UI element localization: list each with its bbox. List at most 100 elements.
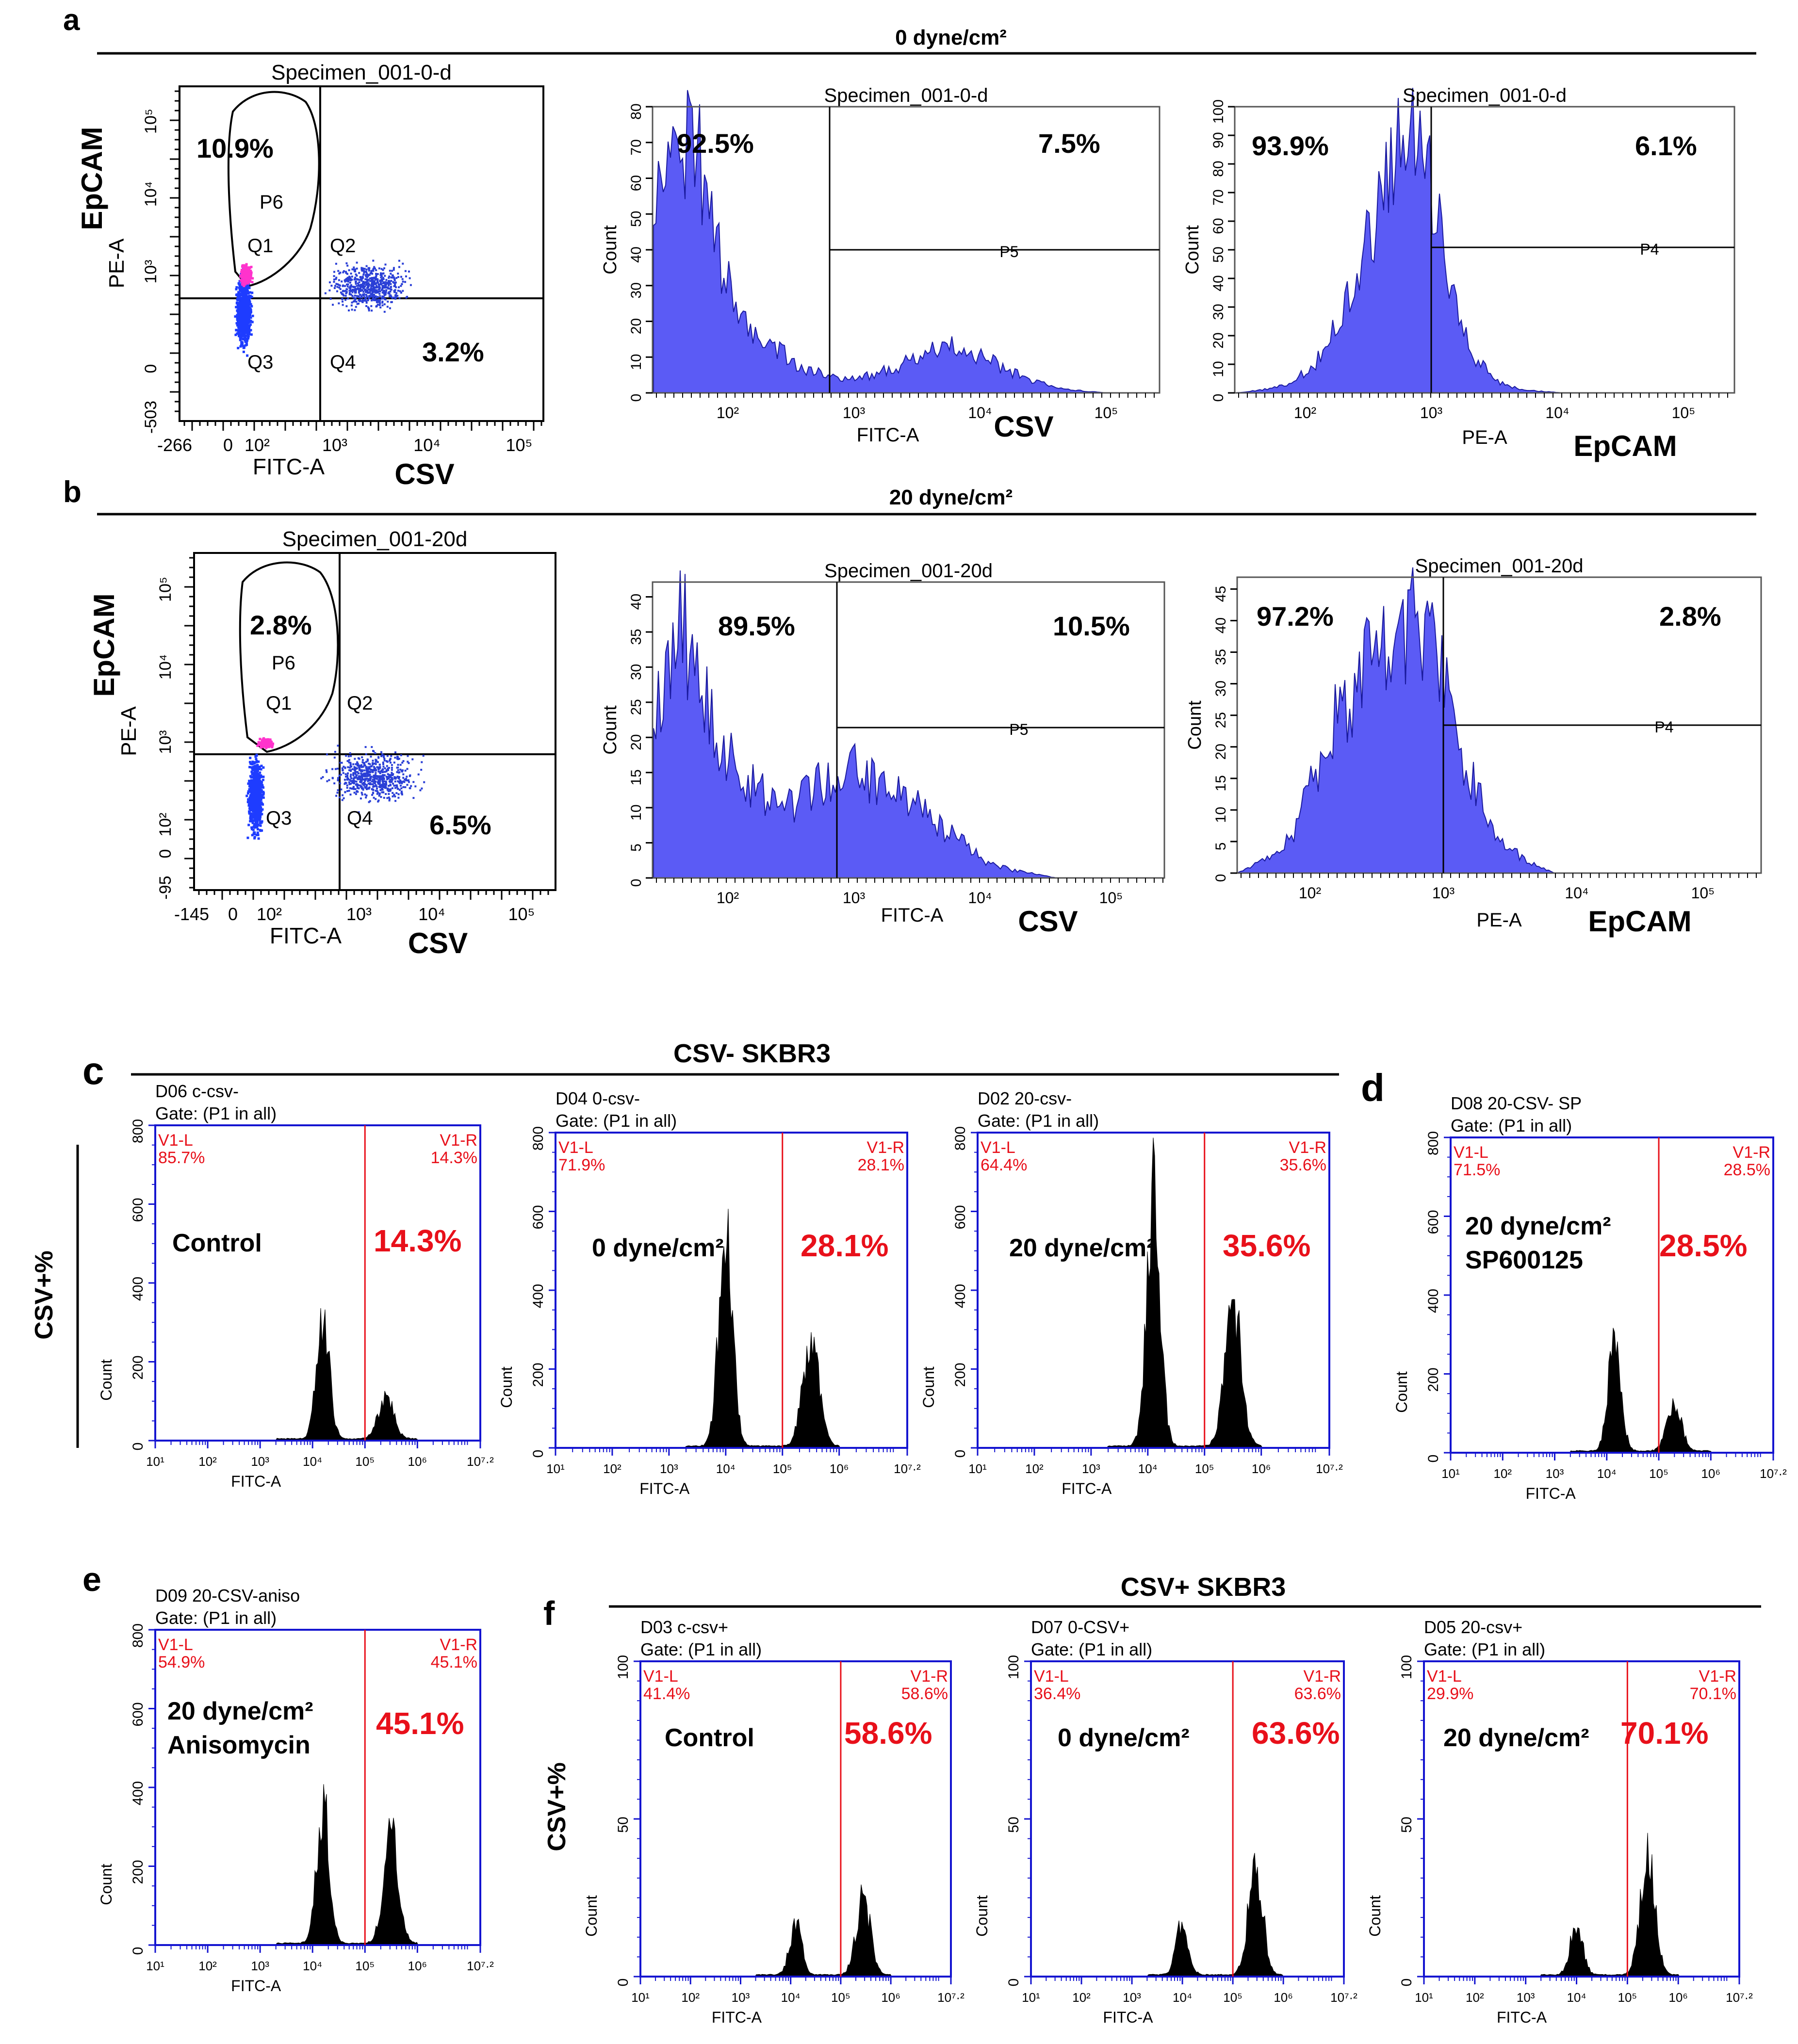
panel-a-dot-dot [370, 289, 372, 291]
panel-a-dot-dot [376, 273, 379, 275]
panel-b-dot-dot [375, 784, 377, 786]
panel-b-dot-x-tick-label: 10² [257, 904, 282, 924]
accuri-hist-d-4-condition-line: SP600125 [1465, 1246, 1583, 1274]
panel-a-dot-dot [377, 288, 380, 291]
panel-a-dot-dot [247, 266, 250, 269]
panel-a-dot-dot [245, 263, 248, 266]
accuri-hist-f-6-gate-text: Gate: (P1 in all) [640, 1639, 762, 1659]
panel-a-dot-dot [393, 296, 395, 299]
accuri-hist-d-4-title: D08 20-CSV- SP [1451, 1093, 1582, 1113]
accuri-hist-f-6-x-tick-label: 10² [681, 1990, 700, 2005]
panel-a-dot-dot [240, 312, 243, 315]
panel-b-dot-dot [251, 822, 254, 825]
panel-a-dot-dot [244, 288, 246, 291]
panel-a-dot-dot [346, 283, 348, 286]
panel-a-epcam-hist-y-tick-label: 50 [1210, 246, 1226, 262]
panel-a-dot-dot [354, 309, 356, 311]
panel-a-dot-dot [347, 297, 349, 300]
panel-b-dot-dot [387, 789, 390, 792]
panel-b-dot-dot [259, 817, 262, 820]
panel-b-dot-dot [406, 768, 409, 770]
panel-b-dot-dot [383, 796, 385, 799]
panel-b-dot-dot [376, 787, 378, 790]
accuri-hist-f-8-x-tick-label: 10⁷·² [1726, 1990, 1753, 2005]
panel-b-dot-dot [252, 816, 255, 819]
panel-a-dot-dot [246, 315, 249, 318]
accuri-hist-c-3-big-percent: 35.6% [1223, 1228, 1310, 1263]
accuri-hist-f-8-x-tick-label: 10⁴ [1567, 1990, 1586, 2005]
panel-b-dot-dot [393, 784, 395, 787]
panel-b-dot-dot [257, 741, 260, 744]
panel-b-dot-dot [259, 738, 262, 740]
panel-b-dot-dot [255, 769, 258, 772]
panel-b-condition: 20 dyne/cm² [889, 486, 1013, 509]
panel-a-dot-dot [369, 280, 371, 282]
panel-a-dot-dot [376, 280, 379, 282]
panel-a-dot-dot [344, 294, 347, 297]
panel-a-dot-dot [347, 280, 349, 283]
panel-b-dot-dot [385, 785, 387, 788]
panel-a-dot-dot [351, 291, 354, 293]
panel-a-dot-dot [350, 279, 352, 281]
panel-b-dot-dot [372, 776, 375, 779]
panel-a-dot-dot [371, 285, 373, 287]
panel-b-dot-dot [259, 822, 262, 825]
panel-b-dot-dot [388, 793, 390, 795]
panel-a-dot-dot [372, 297, 375, 299]
panel-b-dot-dot [266, 743, 269, 746]
panel-a-csv-hist-y-tick-label: 40 [628, 246, 644, 262]
panel-b-dot-dot [405, 779, 407, 781]
panel-a-dot-dot [404, 270, 407, 272]
panel-a-dot-dot [346, 288, 348, 291]
accuri-hist-f-6-area [640, 1884, 951, 1977]
panel-a-dot-dot [382, 282, 385, 284]
accuri-hist-f-7-x-tick-label: 10⁵ [1223, 1990, 1242, 2005]
panel-b-dot-dot [379, 777, 381, 779]
panel-a-dot-dot [409, 277, 411, 279]
panel-b-dot-dot [254, 810, 257, 813]
panel-a-dot-dot [376, 301, 378, 303]
panel-a-dot-dot [240, 334, 243, 337]
panel-b-dot-dot [253, 803, 256, 806]
accuri-hist-c-2-x-tick-label: 10¹ [546, 1461, 565, 1476]
panel-b-dot-dot [344, 767, 346, 769]
panel-b-dot-dot [335, 795, 338, 797]
panel-b-dot-dot [414, 785, 417, 788]
panel-a-dot-dot [383, 303, 386, 306]
panel-b-dot-dot [392, 782, 394, 785]
panel-a-epcam-hist-x-tick-label: 10⁴ [1545, 404, 1569, 422]
panel-a-epcam-hist-y-tick-label: 80 [1210, 161, 1226, 177]
accuri-hist-c-3-gate-text: Gate: (P1 in all) [978, 1111, 1099, 1131]
panel-b-dot-dot [331, 777, 334, 779]
accuri-hist-c-1-left-percent: 85.7% [158, 1149, 205, 1167]
panel-a-dot-dot [348, 279, 351, 281]
panel-a-dot-dot [384, 263, 387, 266]
panel-a-dot-dot [367, 286, 369, 289]
accuri-hist-f-7-x-tick-label: 10⁷·² [1330, 1990, 1357, 2005]
panel-a-dot-dot [388, 281, 390, 283]
panel-a-dot-dot [360, 296, 363, 298]
panel-b-dot-title: Specimen_001-20d [282, 527, 468, 551]
panel-a-dot-dot [241, 332, 244, 335]
panel-b-dot-dot [251, 762, 254, 765]
panel-b-dot-dot [373, 779, 376, 782]
panel-a-dot-dot [363, 283, 366, 285]
accuri-hist-d-4-area [1451, 1328, 1773, 1453]
panel-a-dot-y-tick-label: 10⁵ [142, 109, 160, 134]
panel-b-dot-dot [348, 781, 350, 783]
accuri-hist-f-7-gate-right-label: V1-R [1304, 1667, 1341, 1686]
panel-b-dot-dot [364, 793, 366, 795]
panel-a-dot-dot [236, 306, 239, 309]
panel-b-dot-dot [400, 784, 402, 787]
accuri-hist-f-8-frame [1423, 1660, 1740, 1978]
panel-b-dot-dot [326, 780, 328, 782]
panel-b-dot-dot [264, 743, 267, 746]
panel-b-epcam-hist-y-tick-label: 35 [1213, 649, 1229, 665]
panel-b-dot-dot [406, 779, 409, 782]
panel-b-dot-dot [262, 793, 265, 796]
panel-b-dot-dot [355, 763, 358, 765]
panel-b-dot-dot [349, 779, 351, 781]
accuri-hist-e-5-y-tick-label: 200 [130, 1860, 146, 1884]
panel-a-dot-dot [351, 308, 353, 311]
panel-b-dot-dot [361, 761, 364, 763]
